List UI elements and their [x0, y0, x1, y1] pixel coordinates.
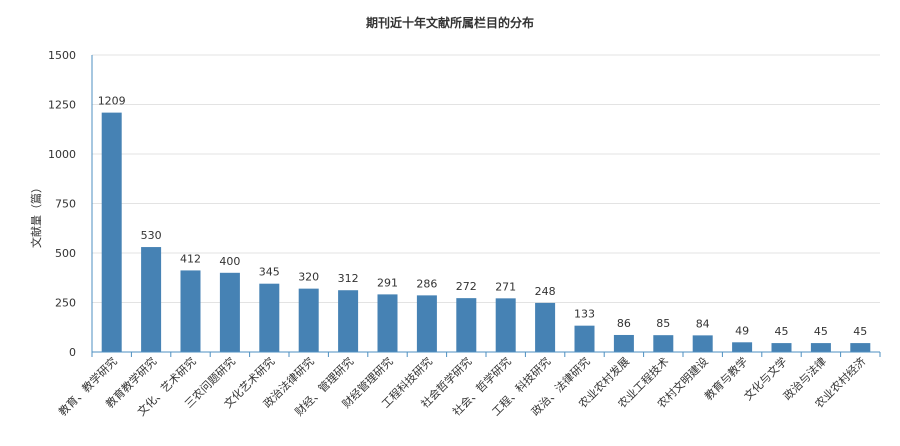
data-label: 271	[495, 280, 516, 293]
bar	[338, 290, 359, 352]
bar	[377, 294, 398, 352]
data-label: 86	[617, 317, 631, 330]
bar	[495, 298, 516, 352]
data-label: 45	[775, 325, 789, 338]
y-axis-label: 文献量（篇）	[29, 182, 43, 248]
data-label: 1209	[98, 95, 126, 108]
bar	[613, 334, 634, 352]
y-axis-ticks: 0 250 500 750 1000 1250 1500	[48, 49, 76, 359]
data-label: 85	[656, 317, 670, 330]
gridlines	[92, 54, 880, 303]
y-tick-label: 1250	[48, 99, 76, 112]
data-label: 345	[259, 266, 280, 279]
bar	[101, 112, 122, 352]
data-label: 400	[219, 255, 240, 268]
data-label: 272	[456, 280, 477, 293]
axes	[91, 55, 881, 357]
y-tick-label: 250	[55, 297, 76, 310]
bar	[141, 247, 162, 352]
y-tick-label: 0	[69, 346, 76, 359]
x-axis-labels: 教育、教学研究教育教学研究文化、艺术研究三农问题研究文化艺术研究政治法律研究财经…	[55, 354, 868, 418]
y-tick-label: 750	[55, 198, 76, 211]
bar	[298, 288, 319, 352]
bar	[732, 342, 753, 352]
bar	[259, 283, 280, 352]
bar	[810, 343, 831, 352]
bar	[692, 335, 713, 352]
bar	[574, 325, 595, 352]
y-tick-label: 1000	[48, 148, 76, 161]
bar	[219, 272, 240, 352]
value-labels: 1209 530 412 400 345 320 312 291 286 272 271 248 133…	[98, 95, 868, 338]
data-label: 49	[735, 324, 749, 337]
chart-title: 期刊近十年文献所属栏目的分布	[366, 15, 534, 30]
data-label: 291	[377, 276, 398, 289]
data-label: 320	[298, 271, 319, 284]
bar	[850, 343, 871, 352]
bar	[653, 335, 674, 352]
data-label: 248	[535, 285, 556, 298]
y-tick-label: 500	[55, 247, 76, 260]
data-label: 45	[853, 325, 867, 338]
bar	[535, 302, 556, 352]
bar	[416, 295, 437, 352]
data-label: 530	[141, 229, 162, 242]
data-label: 286	[416, 277, 437, 290]
data-label: 312	[338, 272, 359, 285]
data-label: 45	[814, 325, 828, 338]
data-label: 412	[180, 252, 201, 265]
data-label: 133	[574, 308, 595, 321]
y-tick-label: 1500	[48, 49, 76, 62]
data-label: 84	[696, 317, 710, 330]
bar	[456, 298, 477, 352]
bar	[771, 343, 792, 352]
bars	[101, 112, 871, 352]
bar	[180, 270, 201, 352]
